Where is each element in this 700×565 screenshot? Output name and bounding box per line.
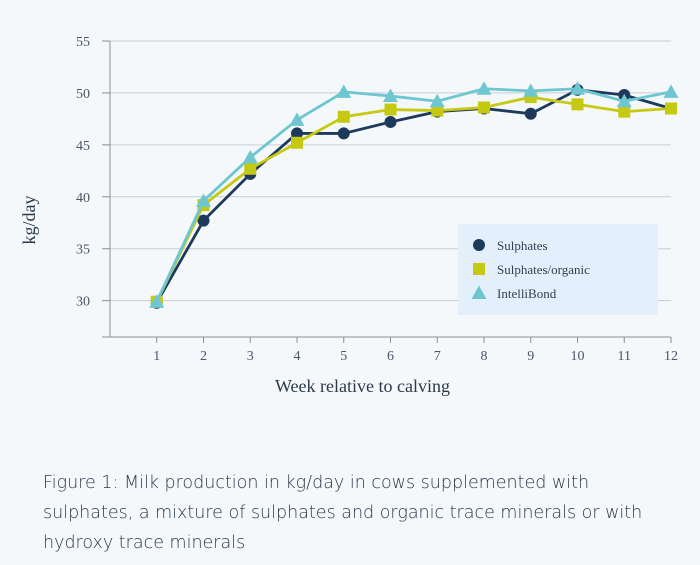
legend: Sulphates Sulphates/organic IntelliBond [458,224,658,315]
legend-marker [471,285,487,299]
data-point [337,110,350,123]
data-point [291,127,303,140]
x-tick-label: 2 [200,349,207,364]
data-point [663,84,679,98]
data-point [384,116,397,129]
y-tick-label: 55 [76,35,90,50]
data-point [618,105,631,118]
y-tick-label: 45 [76,139,90,154]
data-point [570,81,585,95]
data-point [665,102,677,115]
data-point [242,149,258,164]
y-tick-label: 35 [76,243,90,258]
y-tick-label: 50 [76,87,90,102]
legend-label: Sulphates [497,238,548,253]
legend-label: Sulphates/organic [497,262,590,277]
x-tick-label: 3 [247,349,254,364]
x-tick-label: 8 [481,349,488,364]
chart: 30 35 40 45 50 55 1 2 3 4 5 6 7 8 9 10 11 12 Week relative… [19,35,679,396]
data-point [149,294,165,308]
x-tick-label: 12 [664,349,678,364]
data-point [289,112,305,126]
legend-marker [473,263,485,275]
figure-caption: Figure 1: Milk production in kg/day in c… [43,473,643,553]
series-intellibond [149,81,679,308]
data-point [523,83,539,97]
x-tick-label: 7 [434,349,441,364]
data-point [336,84,352,98]
data-point [476,81,492,95]
data-point [524,107,537,120]
x-axis-label: Week relative to calving [275,376,450,396]
data-point [431,104,444,117]
y-tick-label: 40 [76,191,90,206]
x-tick-label: 6 [387,349,394,364]
data-point [337,127,350,140]
data-point [196,193,211,207]
data-point [429,93,445,108]
data-point [383,88,398,103]
series-line [155,87,672,303]
data-point [384,103,397,116]
x-tick-label: 10 [571,349,585,364]
x-tick-label: 11 [618,349,631,364]
data-point [291,136,303,149]
x-tick-label: 1 [153,349,160,364]
data-point [478,101,490,114]
y-axis-label: kg/day [19,196,39,245]
legend-box [458,224,658,315]
y-tick-label: 30 [76,295,90,310]
legend-label: IntelliBond [497,286,557,301]
legend-marker [473,239,485,251]
series-line [155,95,672,303]
x-tick-label: 4 [294,349,301,364]
data-point [616,93,632,108]
x-tick-label: 5 [340,349,347,364]
data-point [244,162,257,175]
x-tick-label: 9 [527,349,534,364]
data-point [571,98,584,111]
data-point [197,214,210,227]
